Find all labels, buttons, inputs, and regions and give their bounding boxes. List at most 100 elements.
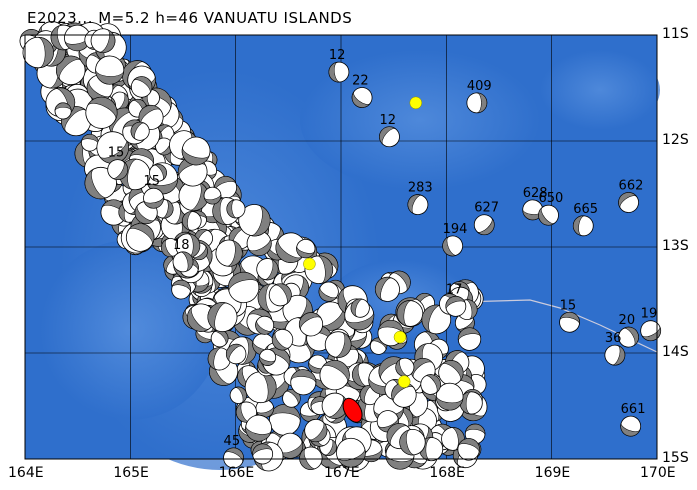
focal-mechanism[interactable] xyxy=(393,355,417,379)
focal-mechanism[interactable] xyxy=(204,299,241,336)
focal-mechanism[interactable] xyxy=(300,415,331,446)
focal-mechanism[interactable] xyxy=(270,227,311,268)
focal-mechanism[interactable] xyxy=(254,398,276,420)
focal-mechanism[interactable] xyxy=(294,237,317,260)
focal-mechanism[interactable] xyxy=(296,443,326,473)
focal-mechanism[interactable] xyxy=(328,61,350,83)
focal-mechanism[interactable] xyxy=(466,92,488,114)
focal-mechanism[interactable] xyxy=(80,162,122,204)
focal-mechanism[interactable] xyxy=(615,189,643,217)
event-depth-label: 194 xyxy=(443,222,468,237)
focal-mechanism[interactable] xyxy=(534,201,562,229)
focal-mechanism[interactable] xyxy=(265,280,295,310)
focal-mechanism[interactable] xyxy=(258,347,278,367)
focal-mechanism[interactable] xyxy=(372,274,404,306)
focal-mechanism[interactable] xyxy=(214,238,244,268)
focal-mechanism[interactable] xyxy=(220,444,247,471)
focal-mechanism[interactable] xyxy=(91,126,135,170)
lon-tick-label: 165E xyxy=(113,465,149,481)
focal-mechanism[interactable] xyxy=(54,102,72,120)
yellow-marker xyxy=(409,96,423,110)
focal-mechanism[interactable] xyxy=(243,227,276,260)
focal-mechanism[interactable] xyxy=(22,36,54,69)
focal-mechanism[interactable] xyxy=(615,323,642,350)
focal-mechanism[interactable] xyxy=(435,382,464,411)
focal-mechanism[interactable] xyxy=(443,294,468,319)
focal-mechanism[interactable] xyxy=(315,278,341,304)
focal-mechanism[interactable] xyxy=(208,326,232,350)
focal-mechanism[interactable] xyxy=(375,123,403,151)
focal-mechanism[interactable] xyxy=(314,355,355,396)
focal-mechanism[interactable] xyxy=(226,199,246,219)
focal-mechanism[interactable] xyxy=(398,427,428,457)
focal-mechanism[interactable] xyxy=(455,436,482,463)
event-depth-label: 628 xyxy=(523,186,548,201)
focal-mechanism[interactable] xyxy=(171,250,195,274)
focal-mechanism[interactable] xyxy=(456,326,483,353)
focal-mechanism[interactable] xyxy=(289,368,317,396)
focal-mechanism[interactable] xyxy=(202,186,222,206)
lat-tick-label: 15S xyxy=(662,450,689,466)
focal-mechanism[interactable] xyxy=(254,256,281,283)
bathymetry-shallow xyxy=(540,50,660,130)
focal-mechanism[interactable] xyxy=(274,429,307,462)
yellow-marker xyxy=(303,257,316,271)
focal-mechanism[interactable] xyxy=(295,308,327,340)
focal-mechanism[interactable] xyxy=(206,345,233,372)
focal-mechanism[interactable] xyxy=(121,218,159,256)
focal-mechanism[interactable] xyxy=(349,297,372,320)
focal-mechanism[interactable] xyxy=(558,310,582,334)
lon-tick-label: 167E xyxy=(324,465,360,481)
lat-tick-label: 14S xyxy=(662,344,689,360)
event-depth-label: 661 xyxy=(621,402,646,417)
focal-mechanism[interactable] xyxy=(417,371,444,398)
yellow-marker xyxy=(397,375,411,388)
focal-mechanism[interactable] xyxy=(222,340,250,368)
map-frame xyxy=(24,34,658,460)
event-depth-label: 17 xyxy=(446,282,463,297)
event-depth-label: 12 xyxy=(379,113,396,128)
focal-mechanism[interactable] xyxy=(333,434,370,471)
event-depth-label: 19 xyxy=(641,307,658,322)
focal-mechanism[interactable] xyxy=(104,156,132,184)
lat-tick-label: 11S xyxy=(662,26,689,42)
focal-mechanism[interactable] xyxy=(395,299,424,328)
focal-mechanism[interactable] xyxy=(95,55,125,85)
lon-tick-label: 170E xyxy=(640,465,676,481)
focal-mechanism[interactable] xyxy=(127,72,156,101)
focal-mechanism[interactable] xyxy=(181,210,202,231)
focal-mechanism[interactable] xyxy=(348,84,376,112)
focal-mechanism[interactable] xyxy=(602,343,627,368)
focal-mechanism[interactable] xyxy=(170,278,193,301)
focal-mechanism[interactable] xyxy=(62,23,93,54)
focal-mechanism[interactable] xyxy=(522,199,544,221)
focal-mechanism[interactable] xyxy=(243,413,274,444)
focal-mechanism[interactable] xyxy=(243,369,279,405)
focal-mechanism[interactable] xyxy=(434,355,469,390)
focal-mechanism[interactable] xyxy=(405,191,431,217)
focal-mechanism[interactable] xyxy=(618,413,644,439)
focal-mechanism[interactable] xyxy=(470,211,498,239)
event-depth-label: 662 xyxy=(619,178,644,193)
lat-tick-label: 13S xyxy=(662,238,689,254)
focal-mechanism[interactable] xyxy=(142,187,165,210)
focal-mechanism[interactable] xyxy=(252,313,277,338)
main-event-mechanism[interactable] xyxy=(339,395,366,426)
focal-mechanism[interactable] xyxy=(440,233,466,259)
bathymetry-shallow xyxy=(300,50,540,190)
event-depth-label: 20 xyxy=(619,313,636,328)
focal-mechanism[interactable] xyxy=(387,378,421,412)
lon-tick-label: 166E xyxy=(218,465,255,481)
focal-mechanism[interactable] xyxy=(146,161,169,184)
focal-mechanism[interactable] xyxy=(322,329,354,361)
focal-mechanism[interactable] xyxy=(81,92,123,134)
focal-mechanism[interactable] xyxy=(572,215,595,238)
focal-mechanism[interactable] xyxy=(268,325,297,354)
yellow-marker xyxy=(393,330,407,344)
focal-mechanism[interactable] xyxy=(225,269,263,307)
focal-mechanism[interactable] xyxy=(128,119,153,144)
focal-mechanism[interactable] xyxy=(228,384,250,406)
focal-mechanism[interactable] xyxy=(235,201,274,240)
focal-mechanism[interactable] xyxy=(179,134,214,169)
